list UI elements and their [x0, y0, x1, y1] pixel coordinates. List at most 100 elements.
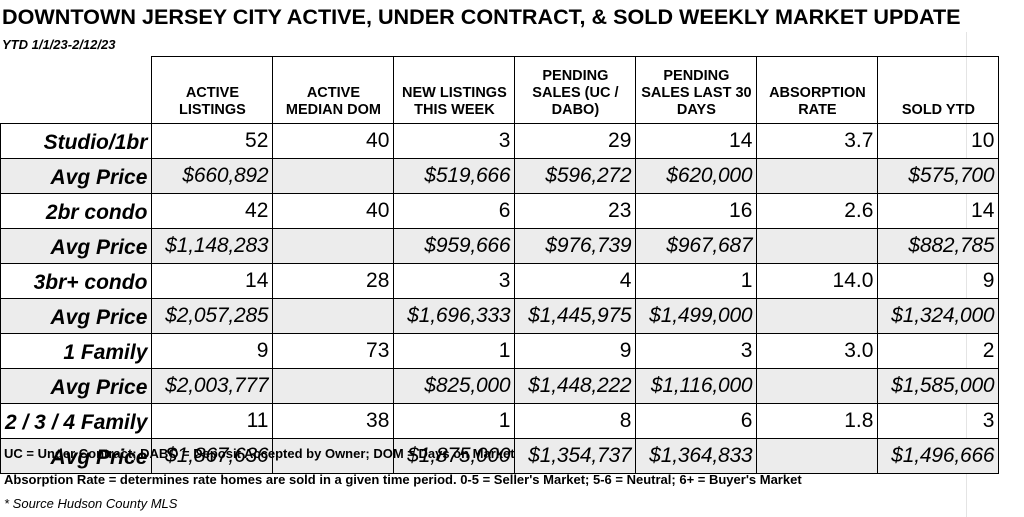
table-cell: 16 [635, 193, 758, 229]
table-row-2br-condo: 2br condo 42 40 6 23 16 2.6 14 [0, 193, 1000, 229]
table-cell: 14.0 [756, 263, 879, 299]
table-cell [272, 228, 395, 264]
row-label: 2br condo [0, 193, 153, 229]
table-cell: $519,666 [393, 158, 516, 194]
table-cell [756, 228, 879, 264]
table-cell: 29 [514, 123, 637, 159]
table-cell [756, 438, 879, 474]
table-cell: 2.6 [756, 193, 879, 229]
col-header-sold-ytd: SOLD YTD [877, 56, 1000, 124]
table-cell: 1 [393, 333, 516, 369]
source-note: * Source Hudson County MLS [4, 496, 178, 511]
table-cell: 3 [635, 333, 758, 369]
table-cell [272, 368, 395, 404]
row-label: 1 Family [0, 333, 153, 369]
table-cell: 9 [151, 333, 274, 369]
table-cell: 2 [877, 333, 1000, 369]
table-cell [272, 158, 395, 194]
table-row-studio-1br-avg-price: Avg Price $660,892 $519,666 $596,272 $62… [0, 158, 1000, 194]
row-label: Avg Price [0, 228, 153, 264]
table-cell [756, 368, 879, 404]
table-row-2-3-4-family: 2 / 3 / 4 Family 11 38 1 8 6 1.8 3 [0, 403, 1000, 439]
table-cell: 9 [514, 333, 637, 369]
table-cell: $1,324,000 [877, 298, 1000, 334]
col-header-pending-sales: PENDING SALES (UC / DABO) [514, 56, 637, 124]
row-label: Studio/1br [0, 123, 153, 159]
table-cell: $1,499,000 [635, 298, 758, 334]
table-row-1-family-avg-price: Avg Price $2,003,777 $825,000 $1,448,222… [0, 368, 1000, 404]
corner-cell [0, 56, 153, 124]
table-cell: 1.8 [756, 403, 879, 439]
table-cell: 73 [272, 333, 395, 369]
table-cell: 40 [272, 123, 395, 159]
table-cell: $1,496,666 [877, 438, 1000, 474]
table-cell: 52 [151, 123, 274, 159]
row-label: 3br+ condo [0, 263, 153, 299]
table-cell [272, 438, 395, 474]
table-cell: $1,875,000 [393, 438, 516, 474]
table-cell: 3 [393, 263, 516, 299]
table-cell: 3 [877, 403, 1000, 439]
row-label: Avg Price [0, 368, 153, 404]
table-cell: $2,057,285 [151, 298, 274, 334]
table-cell [272, 298, 395, 334]
table-cell: 6 [393, 193, 516, 229]
col-header-absorption-rate: ABSORPTION RATE [756, 56, 879, 124]
row-label: Avg Price [0, 438, 153, 474]
table-cell: $882,785 [877, 228, 1000, 264]
table-cell: $1,445,975 [514, 298, 637, 334]
abbreviations-note: UC = Under Contract; DABO = Deposit Acce… [4, 446, 515, 461]
table-cell: $2,003,777 [151, 368, 274, 404]
table-cell: $620,000 [635, 158, 758, 194]
table-cell: $967,687 [635, 228, 758, 264]
table-cell: 9 [877, 263, 1000, 299]
table-cell: $1,585,000 [877, 368, 1000, 404]
table-row-studio-1br: Studio/1br 52 40 3 29 14 3.7 10 [0, 123, 1000, 159]
table-cell: 3.0 [756, 333, 879, 369]
header-row: ACTIVE LISTINGS ACTIVE MEDIAN DOM NEW LI… [0, 56, 1000, 124]
col-header-active-listings: ACTIVE LISTINGS [151, 56, 274, 124]
col-header-pending-30-days: PENDING SALES LAST 30 DAYS [635, 56, 758, 124]
table-cell: 10 [877, 123, 1000, 159]
table-cell: 14 [635, 123, 758, 159]
table-row-3br-condo: 3br+ condo 14 28 3 4 1 14.0 9 [0, 263, 1000, 299]
table-cell: $825,000 [393, 368, 516, 404]
table-cell: $1,364,833 [635, 438, 758, 474]
table-cell: 11 [151, 403, 274, 439]
table-cell: $660,892 [151, 158, 274, 194]
market-table: ACTIVE LISTINGS ACTIVE MEDIAN DOM NEW LI… [0, 56, 1000, 474]
table-cell: 1 [393, 403, 516, 439]
table-cell: 14 [151, 263, 274, 299]
row-label: Avg Price [0, 158, 153, 194]
table-cell: 8 [514, 403, 637, 439]
table-cell: 23 [514, 193, 637, 229]
table-cell [756, 158, 879, 194]
table-cell: 3.7 [756, 123, 879, 159]
table-cell: $1,696,333 [393, 298, 516, 334]
table-cell: 1 [635, 263, 758, 299]
table-cell: 6 [635, 403, 758, 439]
report-period: YTD 1/1/23-2/12/23 [2, 37, 116, 52]
table-cell [756, 298, 879, 334]
table-row-1-family: 1 Family 9 73 1 9 3 3.0 2 [0, 333, 1000, 369]
table-cell: 40 [272, 193, 395, 229]
table-cell: 4 [514, 263, 637, 299]
table-cell: 42 [151, 193, 274, 229]
row-label: 2 / 3 / 4 Family [0, 403, 153, 439]
report-title: DOWNTOWN JERSEY CITY ACTIVE, UNDER CONTR… [2, 4, 961, 29]
table-cell: 14 [877, 193, 1000, 229]
table-cell: $1,354,737 [514, 438, 637, 474]
table-cell: $1,116,000 [635, 368, 758, 404]
table-cell: $976,739 [514, 228, 637, 264]
table-cell: $1,448,222 [514, 368, 637, 404]
table-row-3br-condo-avg-price: Avg Price $2,057,285 $1,696,333 $1,445,9… [0, 298, 1000, 334]
table-row-2-3-4-family-avg-price: Avg Price $1,867,636 $1,875,000 $1,354,7… [0, 438, 1000, 474]
col-header-active-median-dom: ACTIVE MEDIAN DOM [272, 56, 395, 124]
row-label: Avg Price [0, 298, 153, 334]
table-cell: $596,272 [514, 158, 637, 194]
table-cell: $1,148,283 [151, 228, 274, 264]
table-cell: 28 [272, 263, 395, 299]
col-header-new-listings: NEW LISTINGS THIS WEEK [393, 56, 516, 124]
table-cell: $575,700 [877, 158, 1000, 194]
table-row-2br-condo-avg-price: Avg Price $1,148,283 $959,666 $976,739 $… [0, 228, 1000, 264]
